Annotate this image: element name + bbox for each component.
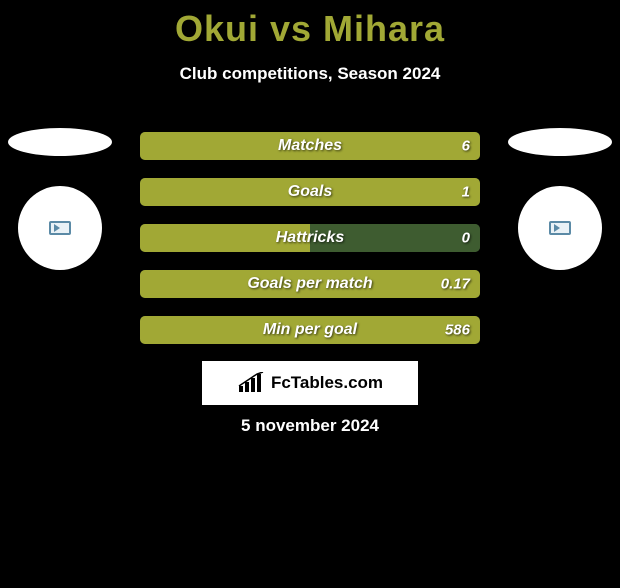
image-placeholder-icon <box>549 221 571 235</box>
brand-box[interactable]: FcTables.com <box>202 361 418 405</box>
brand-chart-icon <box>237 372 265 394</box>
stat-value-right: 0 <box>462 230 470 247</box>
stat-value-right: 1 <box>462 184 470 201</box>
stat-value-right: 586 <box>445 322 470 339</box>
stat-row: Min per goal 586 <box>140 316 480 344</box>
stat-row: Hattricks 0 <box>140 224 480 252</box>
player-left-avatar <box>18 186 102 270</box>
player-left-column <box>0 128 120 270</box>
stat-row: Goals per match 0.17 <box>140 270 480 298</box>
stat-value-right: 6 <box>462 138 470 155</box>
stat-row: Matches 6 <box>140 132 480 160</box>
stat-label: Goals <box>288 183 332 201</box>
date-text: 5 november 2024 <box>0 416 620 436</box>
player-right-flag <box>508 128 612 156</box>
player-right-avatar <box>518 186 602 270</box>
stats-container: Matches 6 Goals 1 Hattricks 0 Goals per match 0… <box>140 132 480 344</box>
stat-label: Goals per match <box>247 275 372 293</box>
image-placeholder-icon <box>49 221 71 235</box>
brand-text: FcTables.com <box>271 373 383 393</box>
stat-label: Hattricks <box>276 229 344 247</box>
player-left-flag <box>8 128 112 156</box>
player-right-column <box>500 128 620 270</box>
stat-value-right: 0.17 <box>441 276 470 293</box>
stat-row: Goals 1 <box>140 178 480 206</box>
stat-label: Matches <box>278 137 342 155</box>
page-title: Okui vs Mihara <box>0 8 620 50</box>
subtitle: Club competitions, Season 2024 <box>0 64 620 84</box>
stat-label: Min per goal <box>263 321 357 339</box>
